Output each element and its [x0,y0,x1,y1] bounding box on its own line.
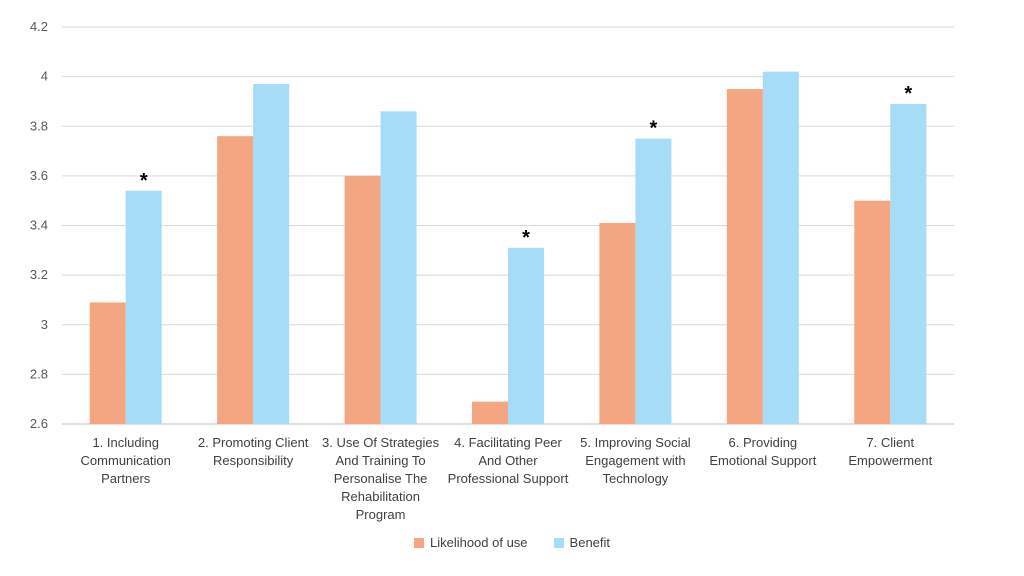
x-tick-label: Program [356,507,406,522]
legend: Likelihood of use Benefit [0,535,1024,550]
y-tick-label: 3.2 [30,267,48,282]
legend-item-benefit: Benefit [553,535,611,550]
significance-star: * [522,227,530,249]
y-tick-label: 4 [41,69,48,84]
x-tick-label: Technology [603,471,669,486]
x-tick-label: 2. Promoting Client [198,435,309,450]
significance-star: * [650,118,658,140]
bar-likelihood [726,89,763,424]
y-tick-label: 3 [41,317,48,332]
bar-benefit [508,247,544,424]
bar-likelihood [854,200,891,424]
x-tick-label: 7. Client [866,435,914,450]
x-tick-label: Partners [101,471,151,486]
x-tick-label: And Training To [336,453,426,468]
bar-benefit [890,103,927,424]
x-tick-label: Emotional Support [709,453,816,468]
bar-likelihood [217,136,254,425]
gridlines [62,26,954,425]
legend-swatch-likelihood [413,537,424,548]
x-axis: 1. Including Communication Partners 2. Prom… [81,435,933,522]
bar-benefit [380,111,417,425]
bar-benefit [125,190,162,424]
significance-star: * [904,83,912,105]
legend-swatch-benefit [553,537,564,548]
bar-benefit [635,138,672,424]
x-tick-label: Empowerment [848,453,932,468]
bars [89,71,927,425]
legend-item-likelihood: Likelihood of use [413,535,528,550]
bar-benefit [253,84,290,424]
x-tick-label: Personalise The [334,471,428,486]
y-tick-label: 3.4 [30,218,48,233]
legend-label-likelihood: Likelihood of use [429,535,528,550]
bar-benefit [762,71,799,424]
x-tick-label: 3. Use Of Strategies [322,435,440,450]
significance-markers: * * * * [140,83,913,249]
bar-likelihood [472,401,508,424]
bar-likelihood [599,223,636,424]
significance-star: * [140,170,148,192]
x-tick-label: Engagement with [585,453,685,468]
y-tick-label: 4.2 [30,19,48,34]
x-tick-label: Communication [81,453,171,468]
x-tick-label: Rehabilitation [341,489,420,504]
y-tick-label: 3.6 [30,168,48,183]
x-tick-label: 4. Facilitating Peer [454,435,562,450]
x-tick-label: 1. Including [92,435,159,450]
y-tick-label: 3.8 [30,118,48,133]
legend-label-benefit: Benefit [569,535,611,550]
y-tick-label: 2.6 [30,416,48,431]
x-tick-label: 6. Providing [729,435,798,450]
bar-likelihood [89,302,126,424]
x-tick-label: And Other [478,453,538,468]
x-tick-label: Responsibility [213,453,294,468]
bar-likelihood [344,175,381,424]
y-tick-label: 2.8 [30,366,48,381]
x-tick-label: Professional Support [448,471,569,486]
y-axis: 2.6 2.8 3 3.2 3.4 3.6 3.8 4 4.2 [30,19,48,431]
x-tick-label: 5. Improving Social [580,435,691,450]
